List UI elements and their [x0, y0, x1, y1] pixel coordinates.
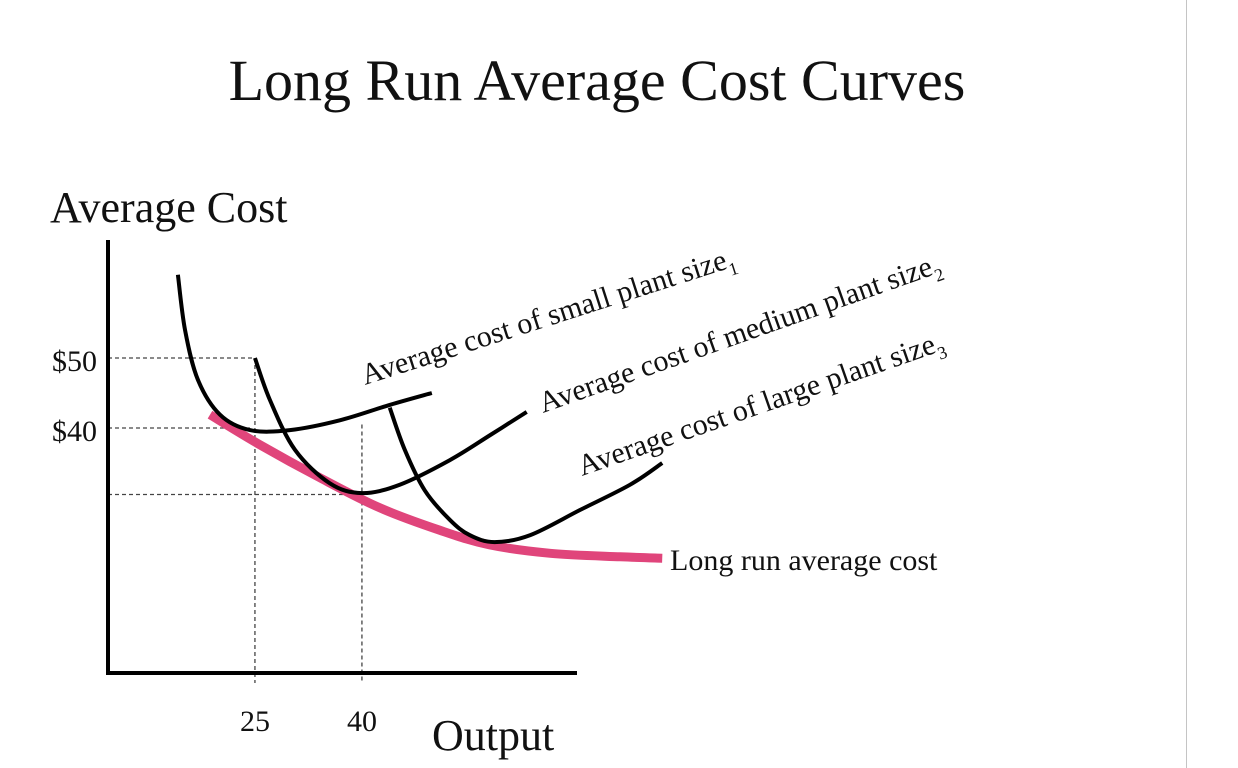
curves	[175, 274, 664, 563]
chart-title: Long Run Average Cost Curves	[229, 48, 966, 113]
label-small-plant: Average cost of small plant size1	[357, 241, 741, 397]
y-axis-label: Average Cost	[50, 183, 287, 232]
scrollbar-divider	[1186, 0, 1187, 768]
x-tick-25: 25	[240, 705, 270, 738]
reference-lines	[108, 357, 363, 683]
label-lrac: Long run average cost	[670, 544, 938, 577]
small-plant-curve	[175, 274, 433, 434]
medium-plant-curve	[253, 357, 528, 496]
y-tick-50: $50	[52, 345, 97, 378]
label-large-plant: Average cost of large plant size3	[573, 325, 949, 488]
y-tick-40: $40	[52, 415, 97, 448]
x-tick-40: 40	[347, 705, 377, 738]
lrac-curve	[207, 410, 663, 563]
x-axis-label: Output	[432, 711, 554, 760]
large-plant-curve	[387, 407, 664, 545]
